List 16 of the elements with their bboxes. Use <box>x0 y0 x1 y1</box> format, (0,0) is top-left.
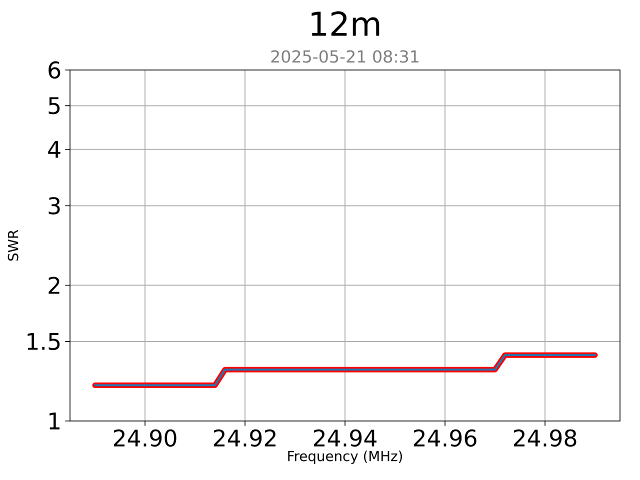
y-tick-label: 3 <box>48 197 60 214</box>
chart-title: 12m <box>312 11 380 36</box>
x-tick-label: 24.94 <box>314 429 377 447</box>
y-axis-title: SWR <box>8 230 18 261</box>
y-tick-label: 1 <box>50 412 60 430</box>
y-tick-label: 5 <box>48 97 60 114</box>
y-tick-label: 4 <box>48 141 60 158</box>
x-axis-title: Frequency (MHz) <box>288 450 402 464</box>
x-tick-label: 24.96 <box>414 429 476 447</box>
y-tick-label: 2 <box>48 276 60 294</box>
y-tick-label: 1.5 <box>28 333 60 350</box>
x-tick-label: 24.92 <box>214 429 276 447</box>
x-tick-label: 24.98 <box>514 429 576 447</box>
y-tick-label: 6 <box>48 61 60 79</box>
chart-subtitle: 2025-05-21 08:31 <box>271 50 418 63</box>
x-tick-label: 24.90 <box>114 429 176 447</box>
